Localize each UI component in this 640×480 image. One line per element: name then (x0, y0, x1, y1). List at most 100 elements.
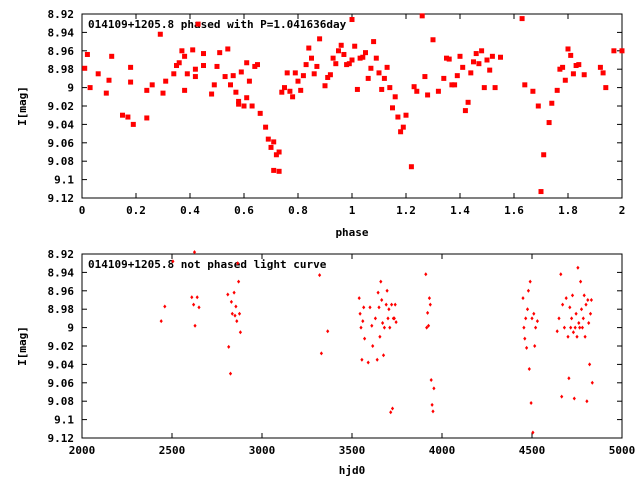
unphased-data-point (197, 305, 201, 310)
unphased-data-point (392, 316, 396, 321)
unphased-data-point (576, 265, 580, 270)
unphased-data-point (583, 334, 587, 339)
unphased-data-point (159, 319, 163, 324)
unphased-data-point (390, 302, 394, 307)
phased-data-point (160, 90, 166, 96)
phased-data-point (163, 78, 169, 84)
unphased-data-point (227, 344, 231, 349)
unphased-data-point (228, 371, 233, 376)
phased-data-point (309, 55, 314, 61)
phased-data-point (109, 53, 115, 59)
phased-data-point (400, 124, 406, 130)
unphased-data-point (424, 272, 428, 277)
phased-data-point (174, 63, 179, 69)
phased-data-point (422, 74, 428, 80)
unphased-data-point (571, 330, 575, 335)
phased-data-point (603, 85, 609, 91)
unphased-data-point (523, 336, 527, 341)
phased-data-point (211, 82, 217, 88)
phased-data-point (408, 164, 414, 170)
unphased-y-ticks: 8.92 8.94 8.96 8.98 9 9.02 9.04 9.06 9.08 9.1 9.12 (48, 248, 622, 445)
unphased-data-point (230, 311, 234, 316)
unphased-data-point (319, 351, 323, 356)
unphased-data-point (531, 430, 535, 435)
phased-data-point (430, 37, 436, 43)
unphased-y-tick-label: 9 (67, 322, 74, 335)
phased-data-point (444, 55, 449, 61)
phased-data-point (371, 39, 377, 45)
phased-data-point (284, 70, 290, 76)
unphased-y-axis-label: I[mag] (16, 326, 29, 366)
phased-y-tick-label: 9.1 (54, 174, 74, 187)
unphased-data-point (570, 316, 574, 321)
phased-data-point (395, 114, 401, 120)
phased-data-point (241, 103, 247, 109)
unphased-data-point (378, 334, 382, 339)
phased-data-point (549, 100, 555, 106)
unphased-data-point (359, 325, 363, 330)
unphased-data-point (579, 307, 584, 312)
phased-data-point (411, 84, 417, 90)
unphased-data-point (371, 344, 375, 348)
unphased-data-point (238, 330, 242, 335)
phased-data-point (217, 50, 223, 56)
phased-data-point (128, 79, 134, 85)
phased-data-point (317, 36, 323, 42)
unphased-data-point (527, 367, 531, 371)
phased-y-tick-label: 9.02 (48, 100, 75, 113)
phased-data-point (214, 63, 220, 69)
phased-y-tick-label: 9.12 (48, 192, 75, 205)
phased-data-point (581, 72, 587, 78)
phased-x-tick-label: 1.8 (558, 204, 578, 217)
unphased-data-point (195, 295, 199, 300)
phased-data-point (573, 63, 579, 69)
phased-y-axis-label: I[mag] (16, 86, 29, 126)
phased-data-point (190, 47, 196, 53)
phased-data-point (557, 66, 563, 72)
unphased-data-point (524, 316, 528, 321)
phased-data-point (225, 46, 231, 52)
phased-data-point (192, 74, 198, 80)
unphased-data-point (567, 376, 571, 381)
unphased-data-point (529, 401, 533, 406)
phased-data-point (276, 149, 282, 155)
unphased-data-point (530, 316, 534, 321)
phased-data-point (303, 62, 309, 68)
unphased-data-point (358, 311, 362, 316)
unphased-data-point (381, 353, 386, 358)
unphased-data-point (237, 311, 242, 316)
phased-data-point (449, 82, 455, 88)
unphased-x-tick-label: 4500 (519, 444, 546, 457)
phased-data-point (244, 95, 250, 101)
phased-data-point (201, 51, 206, 57)
phased-data-point (95, 71, 101, 77)
unphased-data-point (521, 296, 525, 301)
phased-data-point (255, 62, 260, 68)
phased-data-point (454, 73, 460, 79)
phased-y-ticks: 8.92 8.94 8.96 8.98 9 9.02 9.04 9.06 9.08 9.1 9.12 (48, 8, 622, 205)
unphased-data-point (379, 279, 383, 284)
unphased-data-point (575, 334, 579, 339)
unphased-data-point (579, 279, 583, 284)
unphased-data-point (587, 321, 591, 325)
unphased-data-point (570, 293, 575, 298)
unphased-data-point (566, 334, 570, 339)
unphased-y-tick-label: 9.04 (48, 358, 75, 371)
unphased-data-point (577, 321, 581, 325)
phased-data-point (257, 110, 263, 116)
unphased-data-point (428, 302, 432, 307)
phased-data-point (457, 53, 463, 59)
unphased-data-point (386, 316, 390, 321)
phased-data-point (560, 64, 566, 70)
unphased-x-axis-label: hjd0 (339, 464, 366, 477)
unphased-y-tick-label: 9.1 (54, 414, 74, 427)
phased-data-point (144, 115, 150, 121)
phased-data-point (446, 56, 452, 62)
phased-data-point (611, 48, 617, 54)
phased-data-point (619, 48, 625, 54)
unphased-data-point (555, 329, 559, 334)
unphased-data-point (430, 402, 434, 407)
unphased-y-tick-label: 8.94 (48, 266, 75, 279)
phased-data-point (103, 90, 109, 96)
unphased-data-point (368, 305, 372, 310)
